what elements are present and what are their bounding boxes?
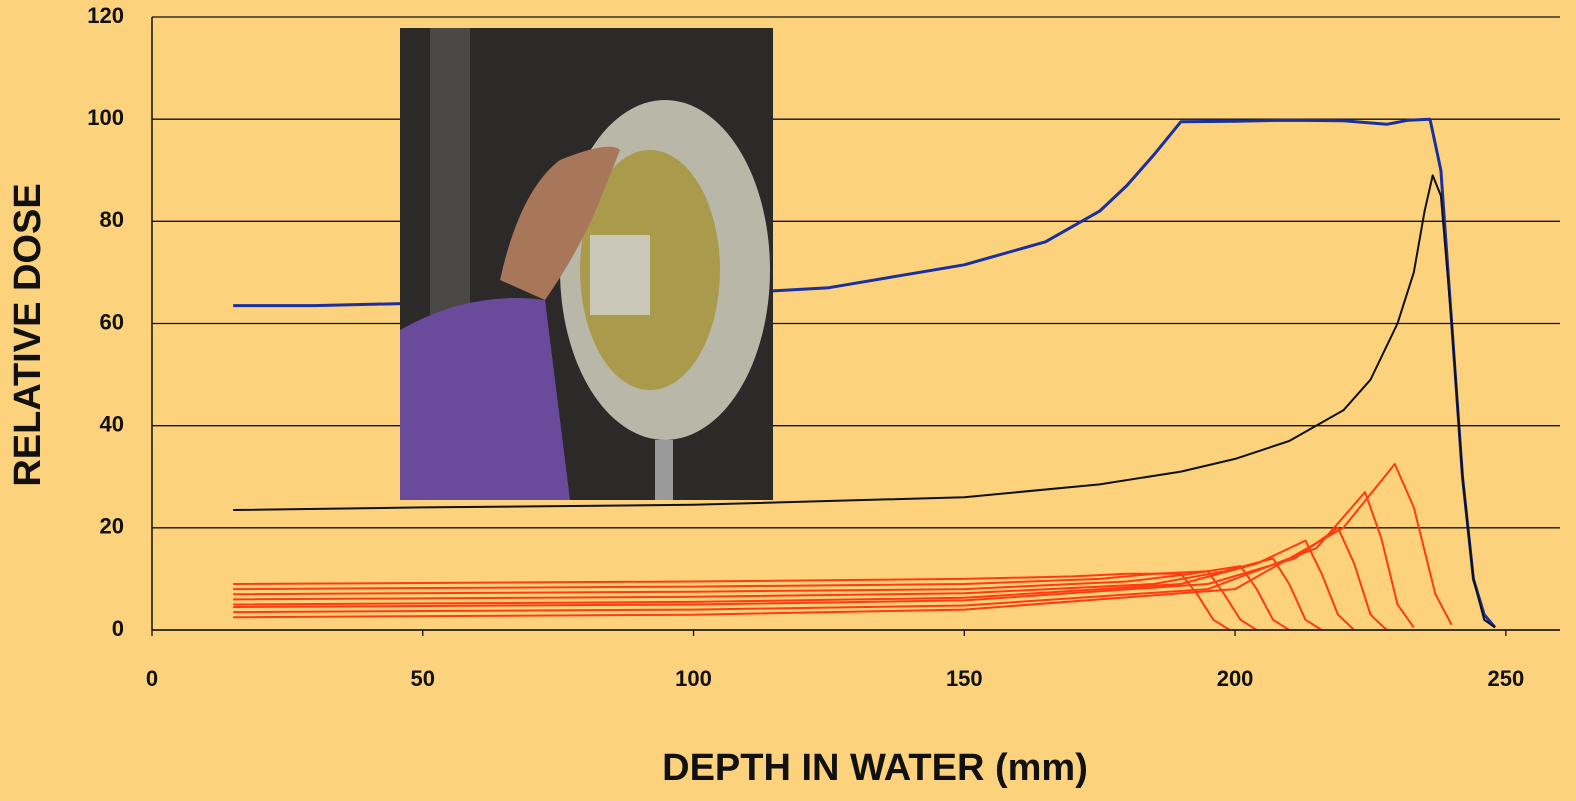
y-tick-label: 80 xyxy=(100,207,124,232)
x-tick-label: 250 xyxy=(1487,666,1524,691)
x-tick-label: 200 xyxy=(1217,666,1254,691)
chart: DEPTH IN WATER (mm) RELATIVE DOSE 0 20 40 6… xyxy=(0,0,1576,801)
series-line xyxy=(233,492,1414,627)
page: {"chart_data": {"type": "line", "x_label… xyxy=(0,0,1576,801)
y-tick-label: 0 xyxy=(112,616,124,641)
photo-post xyxy=(655,440,673,500)
x-tick-label: 50 xyxy=(411,666,435,691)
x-axis-title: DEPTH IN WATER (mm) xyxy=(662,747,1088,789)
inset-photo xyxy=(400,28,773,500)
grid xyxy=(152,17,1560,630)
x-tick-label: 150 xyxy=(946,666,983,691)
x-tick-label: 0 xyxy=(146,666,158,691)
photo-sleeve xyxy=(400,298,570,500)
y-axis-title: RELATIVE DOSE xyxy=(7,183,49,486)
x-tick-label: 100 xyxy=(675,666,712,691)
axes: 0 20 40 60 80 100 120 0 50 100 150 200 250 xyxy=(87,3,1560,691)
photo-hub xyxy=(590,235,650,315)
y-tick-label: 100 xyxy=(87,105,124,130)
y-tick-label: 40 xyxy=(100,411,124,436)
y-tick-label: 120 xyxy=(87,3,124,28)
y-tick-label: 20 xyxy=(100,514,124,539)
y-tick-label: 60 xyxy=(100,309,124,334)
